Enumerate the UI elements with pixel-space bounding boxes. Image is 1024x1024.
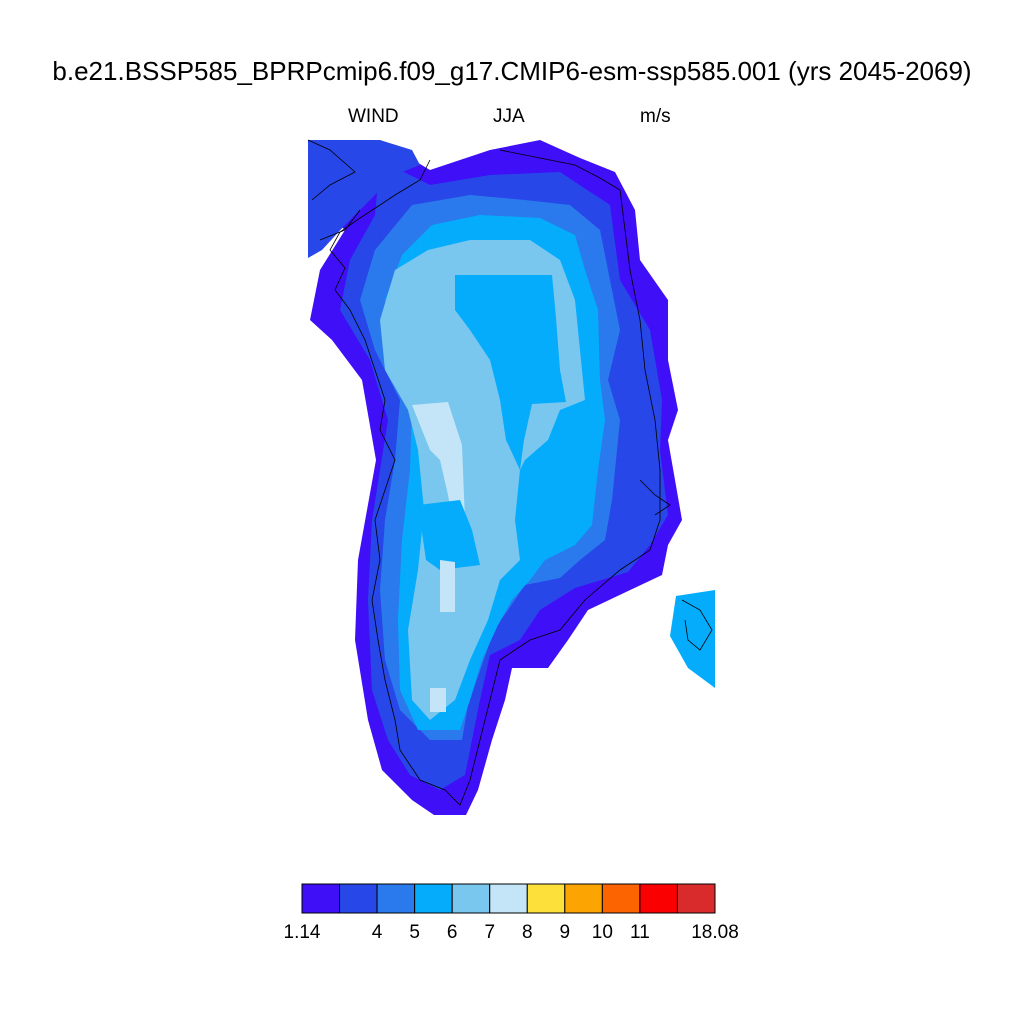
- max-wind-patch-1: [440, 560, 455, 612]
- colorbar-tick-label: 7: [484, 922, 495, 943]
- colorbar-box-4: [414, 883, 453, 914]
- interior-channel-2: [418, 500, 480, 570]
- ellesmere-corner-region: [308, 140, 420, 258]
- colorbar-tick-label: 10: [592, 922, 613, 943]
- coastline-4: [681, 599, 713, 651]
- iceland-fragment-region: [670, 590, 715, 688]
- coastline-2: [307, 139, 356, 201]
- colorbar-tick-label: 5: [409, 922, 420, 943]
- colorbar-box-11: [676, 883, 716, 914]
- colorbar-tick-label: 9: [560, 922, 571, 943]
- colorbar-tick-label: 1.14: [284, 922, 321, 943]
- coastline-1: [329, 149, 661, 806]
- coastline-5: [639, 479, 671, 516]
- colorbar-tick-label: 11: [630, 922, 650, 943]
- colorbar-box-6: [489, 883, 528, 914]
- max-wind-patch-2: [430, 688, 446, 712]
- coastline-3: [319, 209, 361, 241]
- colorbar-box-7: [526, 883, 566, 914]
- colorbar-tick-label: 18.08: [691, 922, 739, 943]
- colorbar-box-8: [564, 883, 603, 914]
- colorbar-box-3: [376, 883, 416, 914]
- colorbar-box-5: [451, 883, 491, 914]
- interior-channel-1: [455, 275, 566, 470]
- plot-title: b.e21.BSSP585_BPRPcmip6.f09_g17.CMIP6-es…: [52, 56, 972, 86]
- colorbar-box-2: [339, 883, 378, 914]
- colorbar-tick-label: 6: [447, 922, 458, 943]
- colorbar-box-1: [301, 883, 341, 914]
- colorbar-box-9: [601, 883, 641, 914]
- colorbar-tick-label: 8: [522, 922, 533, 943]
- variable-label: WIND: [348, 106, 399, 127]
- colorbar-tick-label: 4: [372, 922, 383, 943]
- units-label: m/s: [640, 106, 671, 127]
- colorbar-box-10: [639, 883, 678, 914]
- season-label: JJA: [493, 106, 525, 127]
